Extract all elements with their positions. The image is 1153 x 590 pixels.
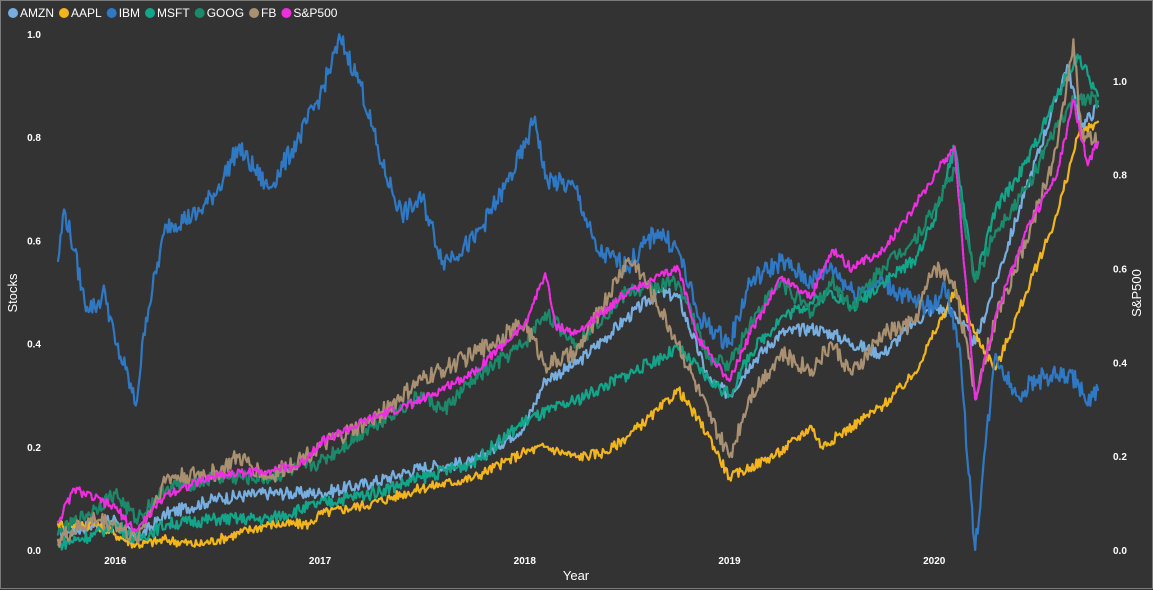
y2-tick-label: 1.0 (1113, 77, 1127, 88)
series-line-ibm[interactable] (56, 33, 1100, 552)
legend-label: AMZN (20, 6, 54, 20)
y2-tick-label: 0.8 (1113, 171, 1127, 182)
legend-marker (145, 8, 156, 18)
y-tick-label: 0.8 (27, 133, 41, 144)
legend-item[interactable]: AMZN (8, 6, 54, 20)
y-tick-label: 1.0 (27, 30, 41, 41)
y2-tick-label: 0.0 (1113, 546, 1127, 557)
legend-label: AAPL (71, 6, 102, 20)
x-tick-label: 2016 (104, 556, 127, 567)
legend[interactable]: AMZN AAPL IBM MSFT GOOG FB S&P500 (8, 6, 338, 20)
x-axis-ticks: 2016 2017 2018 2019 2020 (104, 556, 946, 567)
y2-tick-label: 0.6 (1113, 265, 1127, 276)
y2-tick-label: 0.4 (1113, 358, 1127, 369)
legend-marker (281, 8, 292, 18)
series-line-msft[interactable] (56, 53, 1100, 551)
series-line-fb[interactable] (56, 38, 1100, 548)
x-tick-label: 2018 (514, 556, 537, 567)
y-tick-label: 0.6 (27, 236, 41, 247)
legend-item[interactable]: GOOG (194, 6, 244, 20)
legend-marker (59, 8, 69, 18)
y-tick-label: 0.2 (27, 443, 41, 454)
legend-marker (8, 8, 18, 18)
y-tick-label: 0.4 (27, 340, 41, 351)
legend-label: IBM (119, 6, 140, 20)
y-axis-title: Stocks (5, 273, 20, 313)
legend-label: S&P500 (293, 6, 337, 20)
legend-item[interactable]: FB (249, 6, 276, 20)
y2-axis-ticks: 0.0 0.2 0.4 0.6 0.8 1.0 (1113, 77, 1127, 557)
legend-marker (194, 8, 205, 18)
x-tick-label: 2017 (309, 556, 332, 567)
x-tick-label: 2019 (718, 556, 741, 567)
series-line-aapl[interactable] (56, 120, 1100, 549)
legend-marker (249, 8, 260, 18)
legend-label: FB (261, 6, 276, 20)
series-line-sp500[interactable] (56, 98, 1100, 533)
x-axis-title: Year (563, 568, 590, 583)
legend-marker (106, 8, 117, 18)
legend-item[interactable]: AAPL (59, 6, 102, 20)
legend-item[interactable]: IBM (106, 6, 140, 20)
y2-axis-title: S&P500 (1129, 269, 1144, 317)
legend-item[interactable]: MSFT (145, 6, 190, 20)
series-layer (56, 33, 1100, 552)
y2-tick-label: 0.2 (1113, 452, 1127, 463)
y-axis-ticks: 0.0 0.2 0.4 0.6 0.8 1.0 (27, 30, 41, 557)
legend-item[interactable]: S&P500 (281, 6, 338, 20)
x-tick-label: 2020 (923, 556, 946, 567)
legend-label: MSFT (157, 6, 190, 20)
y-tick-label: 0.0 (27, 546, 41, 557)
legend-label: GOOG (207, 6, 244, 20)
